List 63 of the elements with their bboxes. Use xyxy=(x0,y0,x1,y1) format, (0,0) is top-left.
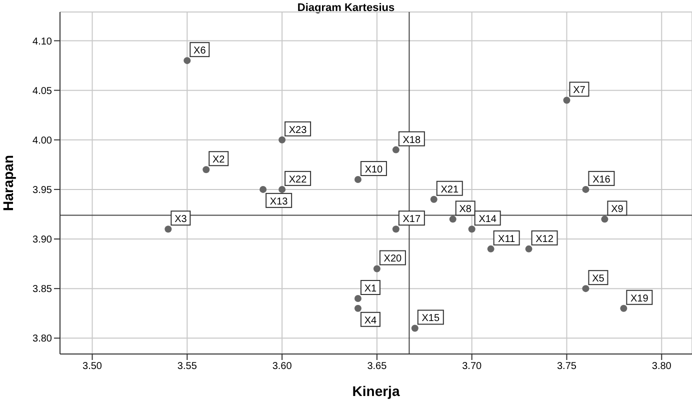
data-label: X21 xyxy=(440,184,459,196)
point xyxy=(278,186,286,193)
x-tick-label: 3.55 xyxy=(177,361,198,372)
point xyxy=(430,196,438,203)
point xyxy=(392,146,400,154)
point xyxy=(563,96,570,104)
x-tick-label: 3.70 xyxy=(462,361,482,372)
data-label: X9 xyxy=(611,204,624,216)
point xyxy=(373,265,380,272)
data-label: X3 xyxy=(174,214,188,226)
data-label: X12 xyxy=(536,234,554,245)
point xyxy=(525,245,532,252)
y-axis-title: Harapan xyxy=(0,154,16,212)
y-tick-label: 3.90 xyxy=(32,234,52,246)
x-tick-label: 3.50 xyxy=(82,361,102,372)
point xyxy=(354,294,362,302)
data-label: X15 xyxy=(422,313,440,324)
y-tick-label: 4.10 xyxy=(32,36,52,48)
x-tick-label: 3.75 xyxy=(557,361,577,372)
data-label: X1 xyxy=(364,283,378,294)
data-label: X14 xyxy=(478,214,497,226)
x-tick-label: 3.80 xyxy=(652,361,672,372)
data-label: X6 xyxy=(194,46,206,57)
data-label: X4 xyxy=(364,315,378,326)
y-tick-label: 3.95 xyxy=(32,184,52,196)
point xyxy=(392,226,400,233)
data-label: X20 xyxy=(384,254,402,265)
point xyxy=(411,324,418,332)
y-tick-label: 4.00 xyxy=(32,135,52,146)
point xyxy=(582,285,590,292)
x-tick-label: 3.60 xyxy=(272,361,292,372)
point xyxy=(582,186,590,193)
data-label: X7 xyxy=(573,85,586,96)
point xyxy=(184,57,191,64)
data-label: X18 xyxy=(402,134,422,146)
point xyxy=(468,226,476,233)
data-label: X11 xyxy=(498,234,516,245)
data-label: X13 xyxy=(270,196,288,208)
point xyxy=(278,136,286,144)
data-label: X10 xyxy=(364,164,384,176)
data-label: X19 xyxy=(630,293,649,304)
data-label: X8 xyxy=(459,204,472,216)
x-tick-label: 3.65 xyxy=(367,361,388,372)
data-label: X23 xyxy=(288,124,308,136)
y-tick-label: 4.05 xyxy=(32,86,52,97)
data-label: X22 xyxy=(288,174,308,186)
x-axis-title: Kinerja xyxy=(352,383,400,399)
point xyxy=(354,176,362,184)
point xyxy=(202,166,210,174)
chart-title: Diagram Kartesius xyxy=(296,2,396,14)
data-label: X17 xyxy=(402,214,422,226)
y-tick-label: 3.80 xyxy=(32,334,52,345)
data-label: X5 xyxy=(592,274,605,285)
point xyxy=(354,304,362,312)
point xyxy=(487,245,494,252)
y-tick-label: 3.85 xyxy=(32,284,52,296)
data-label: X2 xyxy=(212,154,226,166)
data-label: X16 xyxy=(592,174,611,186)
point xyxy=(620,304,628,312)
point xyxy=(449,216,456,223)
point xyxy=(164,226,172,233)
point xyxy=(260,186,267,193)
point xyxy=(601,216,608,223)
